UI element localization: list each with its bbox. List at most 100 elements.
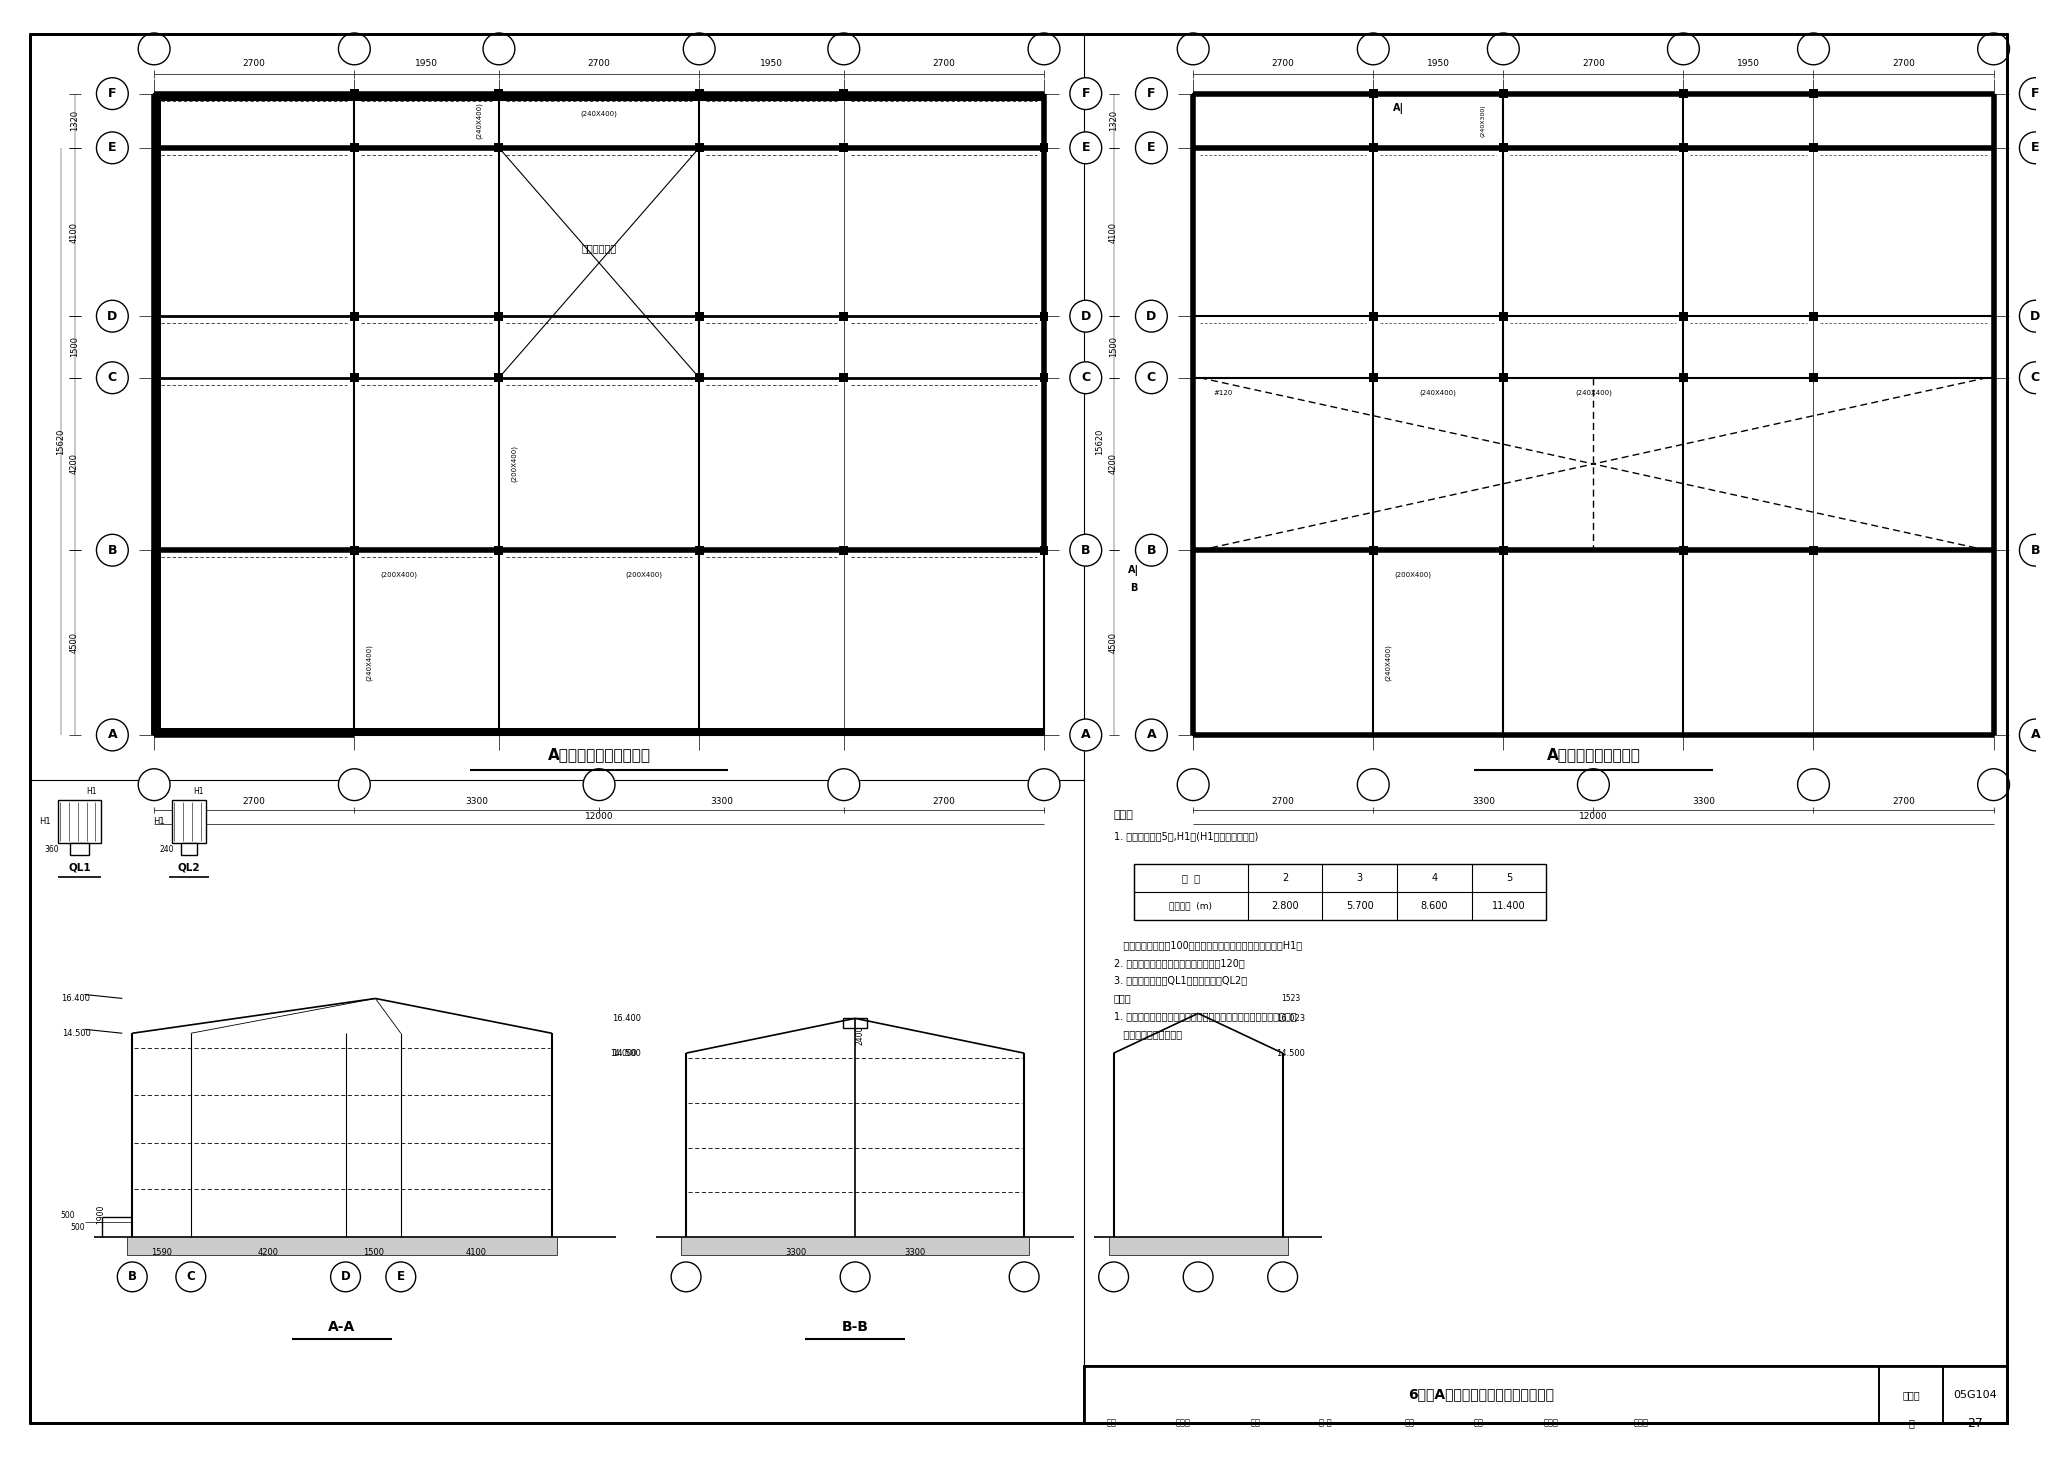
Bar bbox=[844, 1018, 866, 1029]
Bar bbox=[1368, 373, 1378, 382]
Bar bbox=[1679, 89, 1688, 98]
Text: 见楼梯平面图: 见楼梯平面图 bbox=[582, 243, 616, 254]
Bar bbox=[1679, 546, 1688, 555]
Bar bbox=[1679, 143, 1688, 153]
Circle shape bbox=[840, 1262, 870, 1292]
Bar bbox=[172, 800, 205, 844]
Bar bbox=[1040, 546, 1049, 555]
Bar bbox=[154, 93, 1044, 101]
Circle shape bbox=[1069, 361, 1102, 393]
Text: 1320: 1320 bbox=[1110, 111, 1118, 131]
Text: 6号楼A单元标准层及屋面结构平面图: 6号楼A单元标准层及屋面结构平面图 bbox=[1409, 1387, 1554, 1402]
Bar bbox=[494, 89, 504, 98]
Bar bbox=[1679, 312, 1688, 321]
Circle shape bbox=[338, 34, 371, 64]
Bar bbox=[1679, 373, 1688, 382]
Text: 1320: 1320 bbox=[70, 111, 80, 131]
Text: D: D bbox=[1147, 310, 1157, 322]
Bar bbox=[350, 312, 358, 321]
Text: H1: H1 bbox=[39, 817, 51, 826]
Circle shape bbox=[176, 1262, 205, 1292]
Text: 14.500: 14.500 bbox=[61, 1029, 90, 1037]
Text: H1: H1 bbox=[86, 787, 96, 796]
Text: 16.023: 16.023 bbox=[1276, 1014, 1305, 1023]
Text: H1: H1 bbox=[154, 817, 166, 826]
Text: 3. 所有外墙均设置QL1，内墙均设置QL2。: 3. 所有外墙均设置QL1，内墙均设置QL2。 bbox=[1114, 976, 1247, 985]
Circle shape bbox=[1667, 34, 1700, 64]
Circle shape bbox=[827, 769, 860, 800]
Text: 3300: 3300 bbox=[465, 797, 487, 806]
Text: 1500: 1500 bbox=[70, 337, 80, 357]
Text: B: B bbox=[1130, 583, 1137, 593]
Text: 4100: 4100 bbox=[1110, 221, 1118, 242]
Text: (240X300): (240X300) bbox=[1481, 105, 1487, 137]
Text: 14.500: 14.500 bbox=[612, 1049, 641, 1058]
Text: (240X400): (240X400) bbox=[582, 111, 618, 117]
Circle shape bbox=[1358, 34, 1389, 64]
Bar bbox=[1368, 143, 1378, 153]
Circle shape bbox=[1098, 1262, 1128, 1292]
Text: 2700: 2700 bbox=[244, 797, 266, 806]
Circle shape bbox=[96, 535, 129, 567]
Circle shape bbox=[1135, 133, 1167, 163]
Text: E: E bbox=[1147, 141, 1155, 154]
Circle shape bbox=[1358, 769, 1389, 800]
Bar bbox=[1499, 312, 1507, 321]
Circle shape bbox=[96, 77, 129, 109]
Text: D: D bbox=[1081, 310, 1092, 322]
Text: 3300: 3300 bbox=[711, 797, 733, 806]
Text: 3300: 3300 bbox=[784, 1247, 807, 1256]
Bar bbox=[1368, 546, 1378, 555]
Text: 1500: 1500 bbox=[362, 1247, 383, 1256]
Circle shape bbox=[1135, 535, 1167, 567]
Bar bbox=[350, 143, 358, 153]
Text: (200X400): (200X400) bbox=[1395, 571, 1432, 578]
Text: 1900: 1900 bbox=[96, 1205, 104, 1224]
Text: 2700: 2700 bbox=[1892, 797, 1915, 806]
Bar bbox=[180, 844, 197, 855]
Circle shape bbox=[137, 769, 170, 800]
Circle shape bbox=[1978, 769, 2009, 800]
Bar bbox=[1808, 89, 1819, 98]
Text: 应表明楼层结构标高。: 应表明楼层结构标高。 bbox=[1114, 1029, 1182, 1039]
Bar bbox=[694, 312, 705, 321]
Text: C: C bbox=[186, 1271, 195, 1284]
Circle shape bbox=[1178, 34, 1208, 64]
Bar bbox=[154, 93, 1044, 734]
Text: 图集号: 图集号 bbox=[1903, 1390, 1919, 1400]
Circle shape bbox=[137, 34, 170, 64]
Text: 页: 页 bbox=[1909, 1418, 1915, 1428]
Text: 1950: 1950 bbox=[1427, 60, 1450, 68]
Text: 2: 2 bbox=[1282, 873, 1288, 883]
Text: 14.500: 14.500 bbox=[1276, 1049, 1305, 1058]
Circle shape bbox=[684, 34, 715, 64]
Circle shape bbox=[827, 34, 860, 64]
Bar bbox=[1133, 864, 1546, 919]
Text: 4200: 4200 bbox=[1110, 453, 1118, 475]
Circle shape bbox=[1135, 77, 1167, 109]
Bar bbox=[1880, 1367, 1944, 1423]
Bar bbox=[494, 312, 504, 321]
Bar bbox=[1083, 1367, 2007, 1423]
Bar bbox=[350, 546, 358, 555]
Text: C: C bbox=[109, 372, 117, 385]
Bar bbox=[694, 546, 705, 555]
Text: 许庆: 许庆 bbox=[1405, 1419, 1415, 1428]
Text: 3: 3 bbox=[1356, 873, 1362, 883]
Text: (240X400): (240X400) bbox=[367, 644, 373, 680]
Text: B: B bbox=[109, 543, 117, 557]
Text: 4: 4 bbox=[1432, 873, 1438, 883]
Text: A: A bbox=[1081, 728, 1092, 742]
Text: (240X400): (240X400) bbox=[475, 102, 483, 140]
Bar bbox=[1368, 89, 1378, 98]
Text: 4500: 4500 bbox=[70, 632, 80, 653]
Bar bbox=[127, 1237, 557, 1254]
Circle shape bbox=[385, 1262, 416, 1292]
Text: 层  号: 层 号 bbox=[1182, 873, 1200, 883]
Bar bbox=[1194, 93, 1993, 734]
Circle shape bbox=[1069, 300, 1102, 332]
Text: B: B bbox=[2032, 543, 2040, 557]
Circle shape bbox=[96, 300, 129, 332]
Bar bbox=[1808, 312, 1819, 321]
Circle shape bbox=[1268, 1262, 1298, 1292]
